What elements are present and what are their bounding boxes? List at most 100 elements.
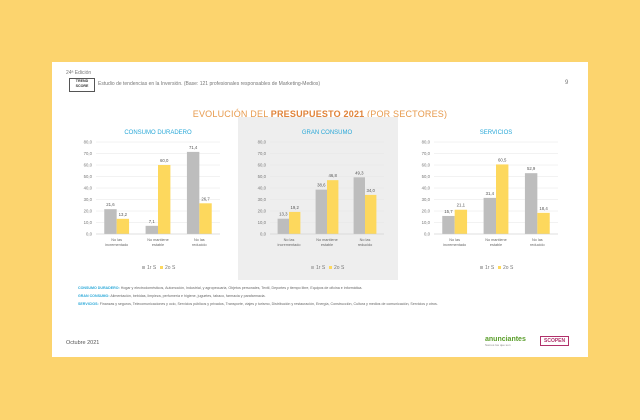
legend-swatch — [498, 266, 501, 269]
title-suffix: (POR SECTORES) — [364, 109, 448, 119]
x-tick-label: No las — [194, 238, 205, 242]
title-prefix: EVOLUCIÓN DEL — [192, 109, 271, 119]
chart-title: GRAN CONSUMO — [302, 130, 353, 136]
x-tick-label: No mantiene — [485, 238, 507, 242]
x-tick-label: No mantiene — [147, 238, 169, 242]
data-label: 15,7 — [444, 209, 453, 214]
y-tick-label: 50,0 — [258, 174, 267, 179]
bar-2os — [496, 164, 509, 234]
data-label: 60,5 — [498, 157, 507, 162]
x-tick-label: incrementado — [105, 243, 128, 247]
chart-consumo-duradero: CONSUMO DURADERO 0,0 10,0 20,0 30,0 40,0 50,0 6… — [84, 130, 220, 271]
bar-1rs — [353, 177, 365, 234]
y-tick-label: 70,0 — [84, 151, 93, 156]
y-tick-label: 70,0 — [422, 151, 431, 156]
x-tick-label: No las — [284, 238, 295, 242]
y-tick-label: 70,0 — [258, 151, 267, 156]
x-tick-label: incrementado — [443, 243, 466, 247]
bar-1rs — [442, 215, 455, 234]
y-tick-label: 0,0 — [260, 232, 267, 237]
y-tick-label: 50,0 — [84, 174, 93, 179]
y-tick-label: 80,0 — [84, 140, 93, 145]
bar-1rs — [145, 225, 158, 234]
trend-score-logo: TREND SCORE — [69, 78, 95, 92]
bar-2os — [537, 212, 550, 234]
x-tick-label: reducido — [358, 243, 373, 247]
x-tick-label: reducido — [192, 243, 207, 247]
x-tick-label: reducido — [530, 243, 545, 247]
data-label: 21,6 — [106, 202, 115, 207]
legend-swatch — [160, 266, 163, 269]
y-tick-label: 60,0 — [258, 163, 267, 168]
note-servicios: SERVICIOS: Finanzas y seguros, Telecomun… — [78, 302, 438, 306]
bar-1rs — [186, 151, 200, 234]
legend-swatch — [329, 266, 332, 269]
y-tick-label: 10,0 — [258, 220, 267, 225]
y-tick-label: 40,0 — [84, 186, 93, 191]
y-tick-label: 60,0 — [84, 163, 93, 168]
y-tick-label: 20,0 — [84, 209, 93, 214]
bar-2os — [365, 194, 377, 234]
bar-1rs — [104, 209, 117, 234]
data-label: 38,6 — [317, 183, 326, 188]
page-number: 9 — [565, 80, 569, 86]
data-label: 21,1 — [457, 203, 466, 208]
legend-label: 2o S — [334, 265, 345, 271]
x-tick-label: No las — [449, 238, 460, 242]
x-tick-label: incrementado — [277, 243, 300, 247]
x-tick-label: estable — [152, 243, 164, 247]
study-subtitle: Estudio de tendencias en la Inversión. (… — [98, 81, 321, 87]
y-tick-label: 20,0 — [258, 209, 267, 214]
x-tick-label: No las — [360, 238, 371, 242]
y-tick-label: 10,0 — [422, 220, 431, 225]
bar-1rs — [277, 218, 289, 234]
x-tick-label: estable — [321, 243, 333, 247]
bar-1rs — [524, 173, 538, 234]
chart-servicios: SERVICIOS 0,0 10,0 20,0 30,0 40,0 50,0 60,0 70,0… — [422, 130, 558, 271]
y-tick-label: 60,0 — [422, 163, 431, 168]
bar-2os — [327, 180, 339, 234]
legend-label: 2o S — [503, 265, 514, 271]
y-tick-label: 0,0 — [86, 232, 93, 237]
y-tick-label: 30,0 — [84, 197, 93, 202]
y-tick-label: 10,0 — [84, 220, 93, 225]
data-label: 26,7 — [201, 196, 210, 201]
y-tick-label: 30,0 — [258, 197, 267, 202]
slide: 24ª Edición TREND SCORE Estudio de tende… — [52, 62, 588, 357]
y-tick-label: 40,0 — [258, 186, 267, 191]
y-tick-label: 20,0 — [422, 209, 431, 214]
x-tick-label: No las — [111, 238, 122, 242]
x-tick-label: estable — [490, 243, 502, 247]
note-gran-consumo: GRAN CONSUMO: Alimentación, bebidas, lim… — [78, 294, 266, 298]
bar-2os — [116, 218, 130, 234]
y-tick-label: 80,0 — [422, 140, 431, 145]
legend-swatch — [480, 266, 483, 269]
chart-title: CONSUMO DURADERO — [124, 130, 192, 136]
bar-1rs — [315, 189, 327, 234]
scopen-logo: SCOPEN — [540, 336, 570, 346]
bar-1rs — [483, 197, 496, 234]
data-label: 19,2 — [291, 205, 300, 210]
x-tick-label: No mantiene — [316, 238, 338, 242]
data-label: 13,2 — [119, 212, 128, 217]
legend-swatch — [142, 266, 145, 269]
x-tick-label: No las — [532, 238, 543, 242]
legend-label: 1r S — [147, 265, 157, 271]
data-label: 49,3 — [355, 170, 364, 175]
page-title: EVOLUCIÓN DEL PRESUPUESTO 2021 (POR SECT… — [52, 109, 588, 119]
legend-label: 1r S — [316, 265, 326, 271]
bar-2os — [289, 211, 301, 234]
footer-date: Octubre 2021 — [66, 340, 100, 346]
sector-notes: CONSUMO DURADERO: Hogar y electrodomésti… — [78, 284, 438, 308]
data-label: 46,8 — [329, 173, 338, 178]
y-tick-label: 0,0 — [424, 232, 431, 237]
data-label: 52,9 — [527, 166, 536, 171]
anunciantes-logo: anunciantes Somos los que son — [485, 336, 526, 347]
data-label: 18,4 — [539, 206, 548, 211]
chart-title: SERVICIOS — [480, 130, 513, 136]
y-tick-label: 50,0 — [422, 174, 431, 179]
y-tick-label: 40,0 — [422, 186, 431, 191]
data-label: 34,0 — [367, 188, 376, 193]
bar-2os — [454, 209, 468, 234]
legend-swatch — [311, 266, 314, 269]
